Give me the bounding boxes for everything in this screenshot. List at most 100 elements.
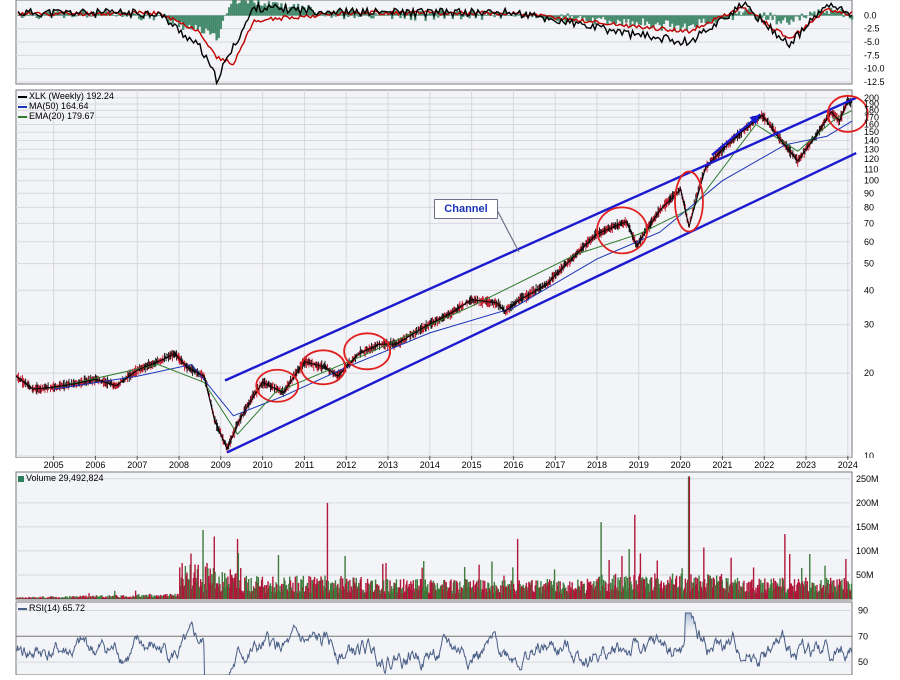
- legend-ema20-label: EMA(20) 179.67: [29, 111, 95, 121]
- x-tick-label: 2006: [85, 460, 105, 470]
- macd-hist-bar: [654, 15, 656, 24]
- macd-hist-bar: [236, 4, 238, 16]
- macd-hist-bar: [842, 15, 844, 17]
- macd-hist-bar: [370, 15, 372, 18]
- macd-hist-bar: [437, 15, 439, 17]
- macd-hist-bar: [608, 15, 610, 20]
- macd-hist-bar: [663, 15, 665, 24]
- macd-hist-bar: [324, 15, 326, 16]
- price-legend: XLK (Weekly) 192.24 MA(50) 164.64 EMA(20…: [18, 91, 114, 121]
- volume-y-tick-label: 250M: [856, 474, 879, 484]
- macd-hist-bar: [801, 14, 803, 16]
- x-tick-label: 2007: [127, 460, 147, 470]
- macd-hist-bar: [567, 13, 569, 15]
- macd-hist-bar: [17, 15, 19, 16]
- price-y-tick-label: 130: [864, 144, 879, 154]
- x-tick-label: 2022: [754, 460, 774, 470]
- macd-hist-bar: [665, 15, 667, 20]
- macd-hist-bar: [199, 15, 201, 26]
- price-y-tick-label: 80: [864, 202, 874, 212]
- macd-hist-bar: [293, 4, 295, 16]
- macd-hist-bar: [669, 15, 671, 27]
- macd-hist-bar: [824, 13, 826, 16]
- macd-hist-bar: [782, 15, 784, 20]
- macd-hist-bar: [617, 15, 619, 19]
- macd-y-tick-label: -7.5: [864, 50, 880, 60]
- macd-hist-bar: [627, 15, 629, 19]
- macd-hist-bar: [698, 15, 700, 19]
- macd-hist-bar: [583, 15, 585, 17]
- macd-hist-bar: [780, 15, 782, 23]
- macd-hist-bar: [792, 15, 794, 21]
- macd-y-tick-label: 0.0: [864, 10, 877, 20]
- legend-ema20: EMA(20) 179.67: [18, 111, 114, 121]
- price-y-tick-label: 120: [864, 154, 879, 164]
- macd-hist-bar: [750, 14, 752, 16]
- macd-hist-bar: [773, 15, 775, 16]
- macd-hist-bar: [652, 15, 654, 26]
- price-y-tick-label: 60: [864, 237, 874, 247]
- price-y-tick-label: 30: [864, 320, 874, 330]
- volume-legend: Volume 29,492,824: [18, 473, 104, 483]
- x-tick-label: 2005: [44, 460, 64, 470]
- macd-hist-bar: [648, 15, 650, 24]
- macd-hist-bar: [276, 3, 278, 16]
- macd-hist-bar: [243, 0, 245, 15]
- volume-y-tick-label: 200M: [856, 498, 879, 508]
- macd-hist-bar: [784, 15, 786, 17]
- macd-hist-bar: [247, 3, 249, 15]
- rsi-legend: RSI(14) 65.72: [18, 603, 85, 613]
- macd-hist-bar: [705, 15, 707, 23]
- macd-hist-bar: [799, 15, 801, 20]
- macd-hist-bar: [684, 15, 686, 23]
- macd-hist-bar: [207, 15, 209, 30]
- price-y-tick-label: 200: [864, 93, 879, 103]
- x-tick-label: 2017: [545, 460, 565, 470]
- macd-hist-bar: [61, 14, 63, 15]
- price-y-tick-label: 70: [864, 218, 874, 228]
- macd-hist-bar: [571, 15, 573, 16]
- macd-hist-bar: [27, 15, 29, 16]
- macd-hist-bar: [594, 15, 596, 24]
- macd-hist-bar: [794, 15, 796, 16]
- macd-hist-bar: [176, 15, 178, 20]
- macd-hist-bar: [353, 15, 355, 18]
- macd-hist-bar: [619, 15, 621, 21]
- macd-hist-bar: [516, 15, 518, 16]
- macd-hist-bar: [700, 15, 702, 23]
- x-tick-label: 2009: [211, 460, 231, 470]
- macd-hist-bar: [631, 15, 633, 21]
- macd-hist-bar: [776, 15, 778, 24]
- macd-hist-bar: [602, 15, 604, 17]
- macd-hist-bar: [134, 14, 136, 16]
- legend-ma50: MA(50) 164.64: [18, 101, 114, 111]
- macd-hist-bar: [811, 13, 813, 15]
- rsi-y-tick-label: 50: [858, 657, 868, 667]
- macd-hist-bar: [226, 13, 228, 15]
- macd-hist-bar: [828, 14, 830, 16]
- legend-price-label: XLK (Weekly) 192.24: [29, 91, 114, 101]
- channel-label: Channel: [434, 199, 498, 219]
- macd-hist-bar: [222, 15, 224, 21]
- macd-hist-bar: [347, 15, 349, 17]
- macd-y-tick-label: -5.0: [864, 37, 880, 47]
- macd-hist-bar: [508, 15, 510, 16]
- macd-hist-bar: [740, 15, 742, 16]
- volume-y-tick-label: 150M: [856, 522, 879, 532]
- x-tick-label: 2018: [587, 460, 607, 470]
- macd-hist-bar: [686, 15, 688, 30]
- macd-hist-bar: [34, 15, 36, 16]
- macd-hist-bar: [771, 15, 773, 20]
- macd-hist-bar: [659, 15, 661, 25]
- macd-hist-bar: [121, 15, 123, 17]
- macd-hist-bar: [376, 15, 378, 16]
- price-y-tick-label: 40: [864, 285, 874, 295]
- price-y-axis: 1020304050607080901001101201301401501601…: [864, 93, 879, 461]
- macd-hist-bar: [592, 15, 594, 17]
- volume-y-tick-label: 50M: [856, 570, 874, 580]
- macd-hist-bar: [211, 15, 213, 33]
- macd-hist-bar: [623, 15, 625, 19]
- macd-hist-bar: [224, 15, 226, 16]
